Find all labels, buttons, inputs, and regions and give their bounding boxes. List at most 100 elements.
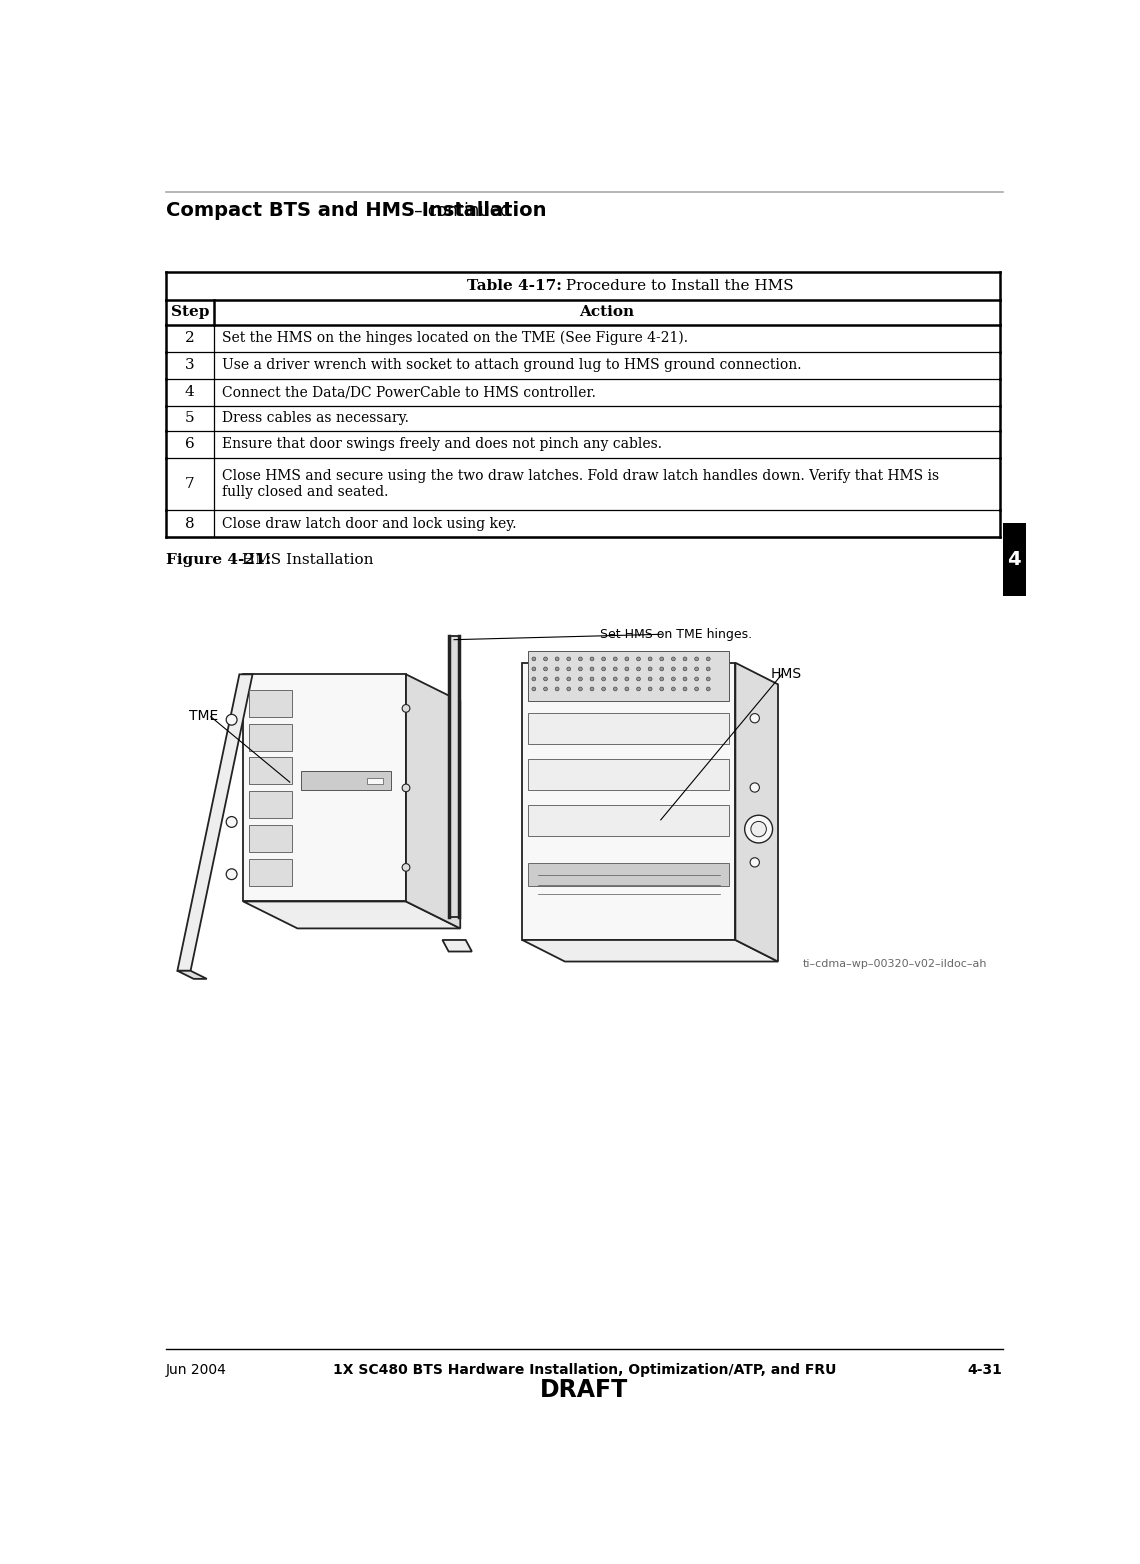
Circle shape [602,687,605,691]
Circle shape [694,677,699,680]
Bar [529,713,730,743]
Circle shape [660,657,663,662]
Circle shape [567,687,571,691]
Text: Close draw latch door and lock using key.: Close draw latch door and lock using key… [221,516,516,530]
Circle shape [578,657,583,662]
Circle shape [578,666,583,671]
Polygon shape [406,674,461,929]
Polygon shape [522,663,735,940]
Circle shape [683,657,687,662]
Bar [250,826,292,852]
Circle shape [750,857,759,866]
Circle shape [636,657,641,662]
Circle shape [750,784,759,791]
Text: Table 4-17:: Table 4-17: [466,280,561,292]
Polygon shape [243,674,406,901]
Circle shape [578,677,583,680]
Circle shape [649,677,652,680]
Circle shape [649,666,652,671]
Circle shape [671,666,675,671]
Circle shape [567,677,571,680]
Text: – continued: – continued [409,202,511,221]
Bar [529,863,730,887]
Circle shape [694,666,699,671]
Bar [250,791,292,818]
Bar [1003,522,1026,596]
Circle shape [544,687,547,691]
Text: 4: 4 [185,385,195,399]
Bar [301,771,391,790]
Text: 7: 7 [185,477,195,491]
Circle shape [660,666,663,671]
Circle shape [636,687,641,691]
Text: Step: Step [171,305,209,319]
Circle shape [707,666,710,671]
Circle shape [555,687,559,691]
Circle shape [591,687,594,691]
Circle shape [671,677,675,680]
Text: Ensure that door swings freely and does not pinch any cables.: Ensure that door swings freely and does … [221,438,661,452]
Circle shape [750,713,759,723]
Circle shape [555,657,559,662]
Text: Figure 4-21:: Figure 4-21: [165,552,271,566]
Circle shape [636,666,641,671]
Circle shape [625,666,629,671]
Circle shape [683,687,687,691]
Circle shape [532,677,536,680]
Circle shape [613,677,617,680]
Text: DRAFT: DRAFT [540,1378,628,1401]
Text: Dress cables as necessary.: Dress cables as necessary. [221,411,408,425]
Text: TME: TME [189,708,218,723]
Circle shape [613,687,617,691]
Circle shape [532,666,536,671]
Text: 6: 6 [185,438,195,452]
Text: Compact BTS and HMS Installation: Compact BTS and HMS Installation [165,202,546,221]
Circle shape [707,657,710,662]
Circle shape [544,657,547,662]
Circle shape [544,666,547,671]
Circle shape [649,687,652,691]
Circle shape [625,687,629,691]
Circle shape [707,677,710,680]
Polygon shape [735,663,777,962]
Circle shape [567,666,571,671]
Circle shape [625,657,629,662]
Bar [529,651,730,701]
Text: HMS Installation: HMS Installation [237,552,374,566]
Circle shape [707,687,710,691]
Circle shape [636,677,641,680]
Text: 4: 4 [1008,549,1021,569]
Text: 2: 2 [185,332,195,346]
Text: 8: 8 [185,516,195,530]
Bar [250,724,292,751]
Circle shape [602,677,605,680]
Circle shape [649,657,652,662]
Text: Action: Action [579,305,635,319]
Text: 3: 3 [185,358,195,372]
Circle shape [402,704,410,712]
Circle shape [402,863,410,871]
Circle shape [567,657,571,662]
Circle shape [751,821,766,837]
Polygon shape [243,901,461,929]
Text: Set HMS on TME hinges.: Set HMS on TME hinges. [600,629,752,641]
Circle shape [591,677,594,680]
Circle shape [613,657,617,662]
Text: 1X SC480 BTS Hardware Installation, Optimization/ATP, and FRU: 1X SC480 BTS Hardware Installation, Opti… [333,1362,836,1376]
Circle shape [625,677,629,680]
Circle shape [226,816,237,827]
Bar [250,690,292,716]
Circle shape [402,784,410,791]
Text: ti–cdma–wp–00320–v02–ildoc–ah: ti–cdma–wp–00320–v02–ildoc–ah [803,959,987,970]
Circle shape [613,666,617,671]
Circle shape [591,666,594,671]
Circle shape [578,687,583,691]
Bar [250,757,292,785]
Circle shape [694,657,699,662]
Circle shape [532,657,536,662]
Circle shape [591,657,594,662]
Text: Procedure to Install the HMS: Procedure to Install the HMS [561,280,795,292]
Circle shape [671,657,675,662]
Circle shape [660,687,663,691]
Circle shape [660,677,663,680]
